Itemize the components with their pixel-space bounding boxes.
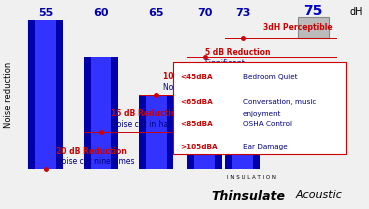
Bar [194, 132, 215, 169]
Text: >105dBA: >105dBA [180, 144, 218, 150]
Text: Noise cut in half, then half again: Noise cut in half, then half again [111, 120, 237, 129]
Text: 3dH Perceptible: 3dH Perceptible [263, 23, 333, 32]
Bar [90, 57, 111, 169]
Text: I N S U L A T I O N: I N S U L A T I O N [227, 175, 276, 180]
Text: 73: 73 [235, 8, 250, 18]
Text: Ear Damage: Ear Damage [242, 144, 287, 150]
Text: 55: 55 [38, 8, 53, 18]
Text: Significant: Significant [204, 59, 245, 68]
Text: OSHA Control: OSHA Control [242, 121, 292, 127]
Text: Noise cut nine times: Noise cut nine times [56, 157, 135, 166]
Bar [146, 94, 166, 169]
Text: enjoyment: enjoyment [242, 111, 281, 117]
Text: Noise cut in half: Noise cut in half [163, 83, 225, 92]
Text: 70: 70 [197, 8, 212, 18]
Text: Bedroom Quiet: Bedroom Quiet [242, 74, 297, 80]
Text: <65dBA: <65dBA [180, 99, 213, 105]
Text: 65: 65 [148, 8, 164, 18]
Text: 15 dB Reduction: 15 dB Reduction [111, 110, 182, 119]
Text: Acoustic: Acoustic [296, 190, 343, 200]
Text: <45dBA: <45dBA [180, 74, 213, 80]
Text: 60: 60 [93, 8, 109, 18]
Bar [35, 20, 56, 169]
Text: 20 dB Reduction: 20 dB Reduction [56, 147, 127, 156]
Text: dH: dH [349, 7, 363, 17]
Text: Conversation, music: Conversation, music [242, 99, 316, 105]
Text: 5 dB Reduction: 5 dB Reduction [204, 48, 270, 57]
Text: Noise reduction: Noise reduction [4, 61, 13, 128]
Text: <85dBA: <85dBA [180, 121, 213, 127]
Bar [298, 17, 329, 38]
Text: 75: 75 [304, 4, 323, 18]
Bar [232, 151, 253, 169]
Text: 10 dB Reduction: 10 dB Reduction [163, 72, 234, 81]
Text: Thinsulate: Thinsulate [211, 190, 286, 203]
